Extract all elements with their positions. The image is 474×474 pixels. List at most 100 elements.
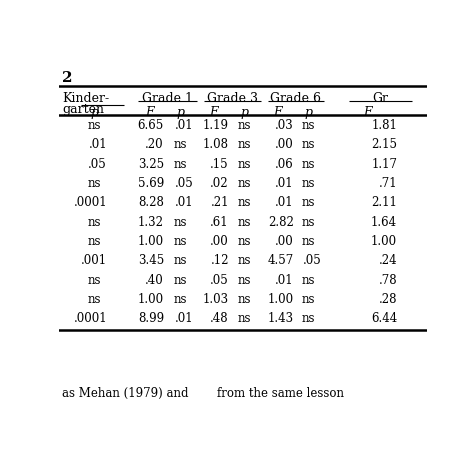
Text: 2.82: 2.82 bbox=[268, 216, 293, 228]
Text: ns: ns bbox=[301, 138, 315, 151]
Text: 6.65: 6.65 bbox=[137, 119, 164, 132]
Text: .01: .01 bbox=[175, 196, 193, 210]
Text: 2.11: 2.11 bbox=[371, 196, 397, 210]
Text: 1.08: 1.08 bbox=[203, 138, 229, 151]
Text: p: p bbox=[176, 106, 184, 119]
Text: ns: ns bbox=[87, 177, 101, 190]
Text: ns: ns bbox=[238, 216, 252, 228]
Text: .61: .61 bbox=[210, 216, 229, 228]
Text: ns: ns bbox=[174, 158, 187, 171]
Text: ns: ns bbox=[87, 273, 101, 287]
Text: 1.00: 1.00 bbox=[267, 293, 293, 306]
Text: ns: ns bbox=[174, 273, 187, 287]
Text: .05: .05 bbox=[210, 273, 229, 287]
Text: .15: .15 bbox=[210, 158, 229, 171]
Text: .001: .001 bbox=[81, 255, 107, 267]
Text: ns: ns bbox=[301, 119, 315, 132]
Text: 1.64: 1.64 bbox=[371, 216, 397, 228]
Text: p: p bbox=[241, 106, 249, 119]
Text: ns: ns bbox=[238, 138, 252, 151]
Text: .05: .05 bbox=[88, 158, 107, 171]
Text: 1.00: 1.00 bbox=[138, 293, 164, 306]
Text: 2: 2 bbox=[62, 72, 73, 85]
Text: .78: .78 bbox=[379, 273, 397, 287]
Text: 1.00: 1.00 bbox=[371, 235, 397, 248]
Text: 3.25: 3.25 bbox=[138, 158, 164, 171]
Text: F: F bbox=[145, 106, 154, 119]
Text: 1.03: 1.03 bbox=[203, 293, 229, 306]
Text: ns: ns bbox=[238, 119, 252, 132]
Text: .28: .28 bbox=[379, 293, 397, 306]
Text: 5.69: 5.69 bbox=[137, 177, 164, 190]
Text: 8.99: 8.99 bbox=[138, 312, 164, 325]
Text: ns: ns bbox=[301, 273, 315, 287]
Text: 6.44: 6.44 bbox=[371, 312, 397, 325]
Text: p: p bbox=[90, 106, 98, 119]
Text: ns: ns bbox=[301, 216, 315, 228]
Text: ns: ns bbox=[174, 293, 187, 306]
Text: .71: .71 bbox=[379, 177, 397, 190]
Text: .00: .00 bbox=[275, 138, 293, 151]
Text: .05: .05 bbox=[174, 177, 193, 190]
Text: .48: .48 bbox=[210, 312, 229, 325]
Text: ns: ns bbox=[301, 177, 315, 190]
Text: Grade 6: Grade 6 bbox=[270, 91, 321, 105]
Text: ns: ns bbox=[87, 293, 101, 306]
Text: .01: .01 bbox=[275, 273, 293, 287]
Text: ns: ns bbox=[174, 235, 187, 248]
Text: .02: .02 bbox=[210, 177, 229, 190]
Text: .01: .01 bbox=[275, 177, 293, 190]
Text: ns: ns bbox=[174, 255, 187, 267]
Text: 2.15: 2.15 bbox=[371, 138, 397, 151]
Text: ns: ns bbox=[174, 216, 187, 228]
Text: ns: ns bbox=[238, 312, 252, 325]
Text: ns: ns bbox=[238, 293, 252, 306]
Text: garten: garten bbox=[62, 103, 104, 116]
Text: F: F bbox=[364, 106, 372, 119]
Text: Grade 1: Grade 1 bbox=[142, 91, 193, 105]
Text: ns: ns bbox=[301, 312, 315, 325]
Text: .21: .21 bbox=[210, 196, 229, 210]
Text: ns: ns bbox=[238, 177, 252, 190]
Text: 1.81: 1.81 bbox=[371, 119, 397, 132]
Text: ns: ns bbox=[87, 119, 101, 132]
Text: ns: ns bbox=[238, 158, 252, 171]
Text: ns: ns bbox=[174, 138, 187, 151]
Text: .01: .01 bbox=[175, 312, 193, 325]
Text: .24: .24 bbox=[379, 255, 397, 267]
Text: 1.43: 1.43 bbox=[267, 312, 293, 325]
Text: ns: ns bbox=[87, 216, 101, 228]
Text: F: F bbox=[209, 106, 218, 119]
Text: ns: ns bbox=[301, 293, 315, 306]
Text: p: p bbox=[304, 106, 312, 119]
Text: .00: .00 bbox=[210, 235, 229, 248]
Text: ns: ns bbox=[301, 196, 315, 210]
Text: .00: .00 bbox=[275, 235, 293, 248]
Text: .12: .12 bbox=[210, 255, 229, 267]
Text: .20: .20 bbox=[146, 138, 164, 151]
Text: ns: ns bbox=[301, 158, 315, 171]
Text: ns: ns bbox=[87, 235, 101, 248]
Text: 1.00: 1.00 bbox=[138, 235, 164, 248]
Text: from the same lesson: from the same lesson bbox=[217, 387, 344, 400]
Text: Gr: Gr bbox=[373, 91, 389, 105]
Text: .01: .01 bbox=[88, 138, 107, 151]
Text: ns: ns bbox=[238, 235, 252, 248]
Text: .05: .05 bbox=[303, 255, 322, 267]
Text: Grade 3: Grade 3 bbox=[207, 91, 258, 105]
Text: .06: .06 bbox=[275, 158, 293, 171]
Text: 1.17: 1.17 bbox=[371, 158, 397, 171]
Text: .0001: .0001 bbox=[73, 312, 107, 325]
Text: ns: ns bbox=[238, 255, 252, 267]
Text: ns: ns bbox=[301, 235, 315, 248]
Text: .01: .01 bbox=[175, 119, 193, 132]
Text: as Mehan (1979) and: as Mehan (1979) and bbox=[62, 387, 189, 400]
Text: .40: .40 bbox=[145, 273, 164, 287]
Text: F: F bbox=[273, 106, 282, 119]
Text: .03: .03 bbox=[275, 119, 293, 132]
Text: 3.45: 3.45 bbox=[137, 255, 164, 267]
Text: 1.32: 1.32 bbox=[138, 216, 164, 228]
Text: ns: ns bbox=[238, 196, 252, 210]
Text: 8.28: 8.28 bbox=[138, 196, 164, 210]
Text: ns: ns bbox=[238, 273, 252, 287]
